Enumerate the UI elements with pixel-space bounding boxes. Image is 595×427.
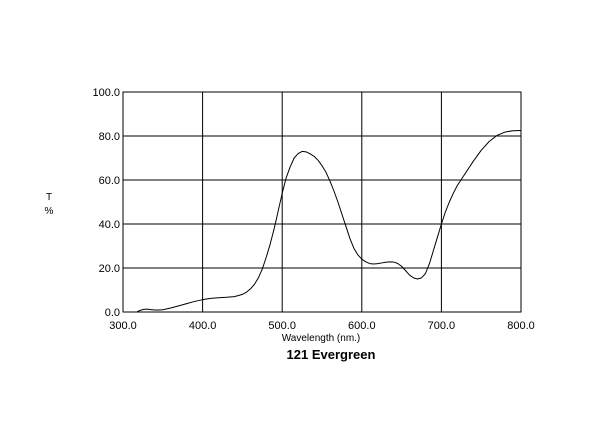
y-tick-label: 40.0 (99, 219, 120, 231)
y-tick-label: 100.0 (92, 87, 120, 99)
y-axis-label-top: T (46, 192, 52, 203)
y-tick-label: 60.0 (99, 175, 120, 187)
x-tick-label: 400.0 (189, 320, 217, 332)
y-tick-label: 80.0 (99, 131, 120, 143)
x-tick-label: 500.0 (268, 320, 296, 332)
plot-frame (122, 91, 522, 313)
x-axis-label: Wavelength (nm.) (282, 333, 361, 344)
x-tick-label: 600.0 (348, 320, 376, 332)
grid (122, 91, 522, 313)
x-tick-label: 800.0 (507, 320, 535, 332)
x-tick-label: 300.0 (109, 320, 137, 332)
series-line-0 (137, 130, 522, 313)
chart-title: 121 Evergreen (287, 347, 376, 362)
y-axis-label-bottom: % (45, 206, 54, 217)
tick-labels: 300.0 400.0 500.0 600.0 700.0 800.0 0.0 20.0 40.… (92, 87, 534, 332)
x-tick-label: 700.0 (428, 320, 456, 332)
y-tick-label: 0.0 (105, 307, 120, 319)
series-layer (137, 130, 522, 313)
y-tick-label: 20.0 (99, 263, 120, 275)
